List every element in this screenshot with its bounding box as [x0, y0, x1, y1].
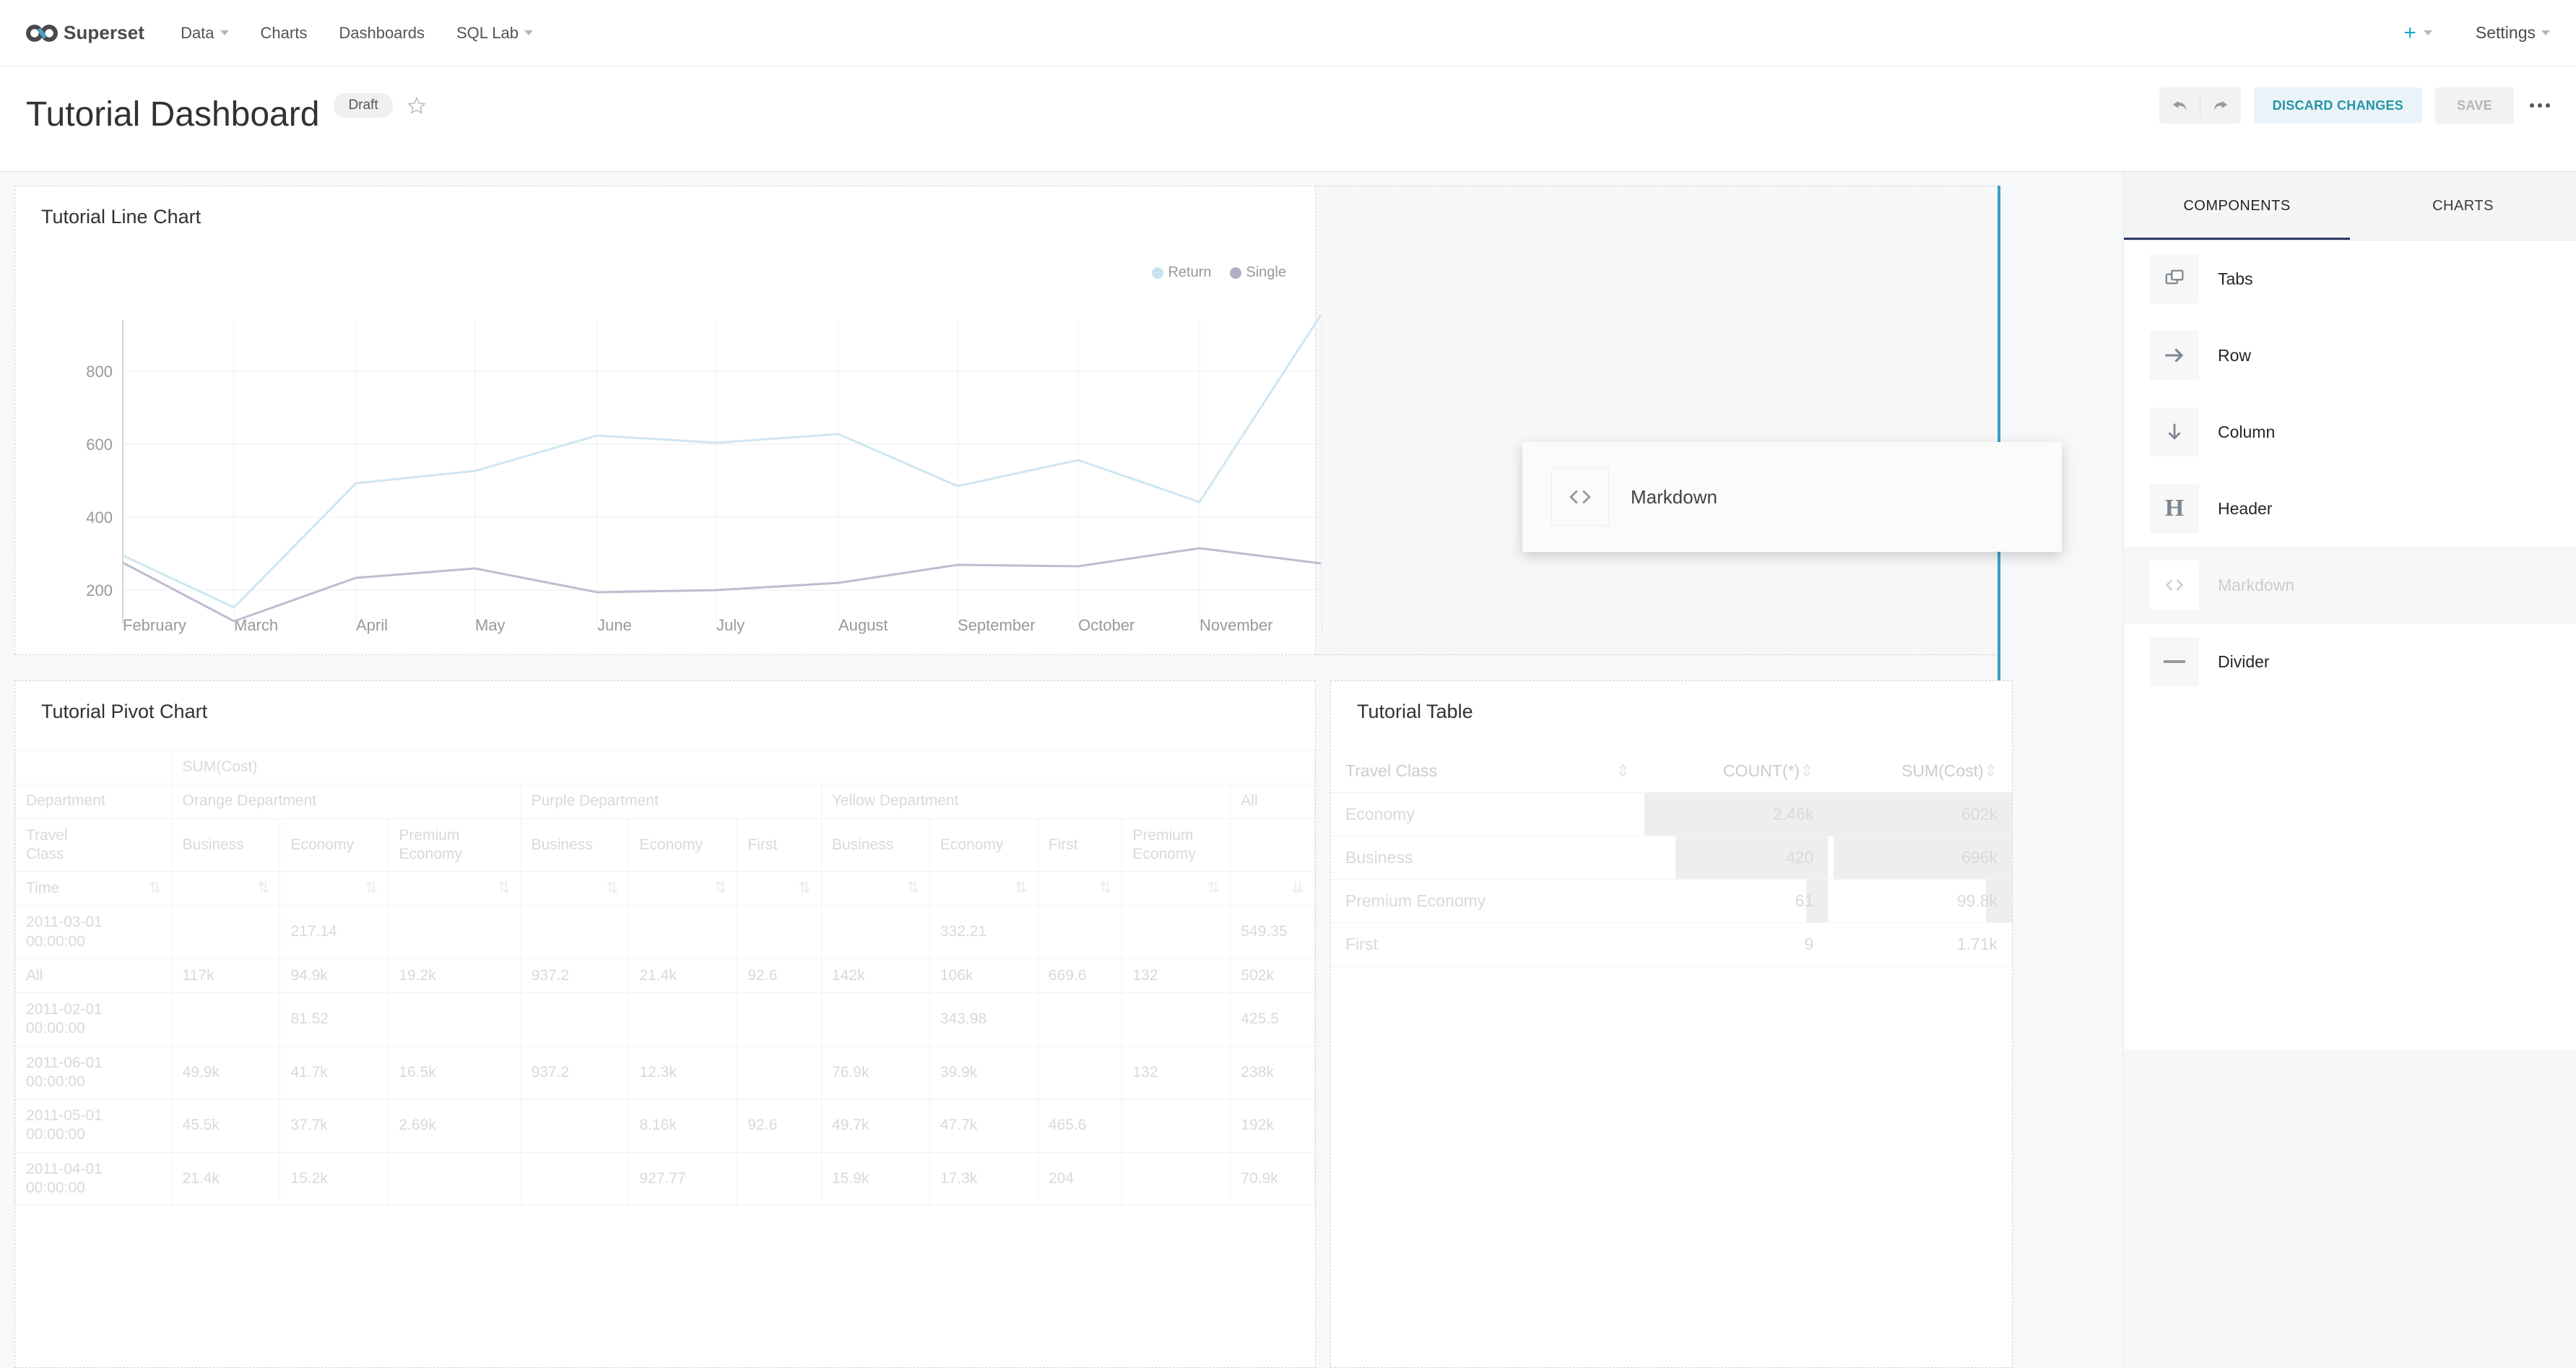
- svg-text:400: 400: [86, 508, 113, 527]
- svg-text:August: August: [838, 616, 888, 634]
- svg-text:April: April: [356, 616, 388, 634]
- svg-text:June: June: [597, 616, 632, 634]
- svg-text:October: October: [1078, 616, 1135, 634]
- svg-text:200: 200: [86, 581, 113, 599]
- svg-text:November: November: [1200, 616, 1272, 634]
- svg-text:600: 600: [86, 436, 113, 454]
- svg-text:September: September: [958, 616, 1036, 634]
- svg-text:February: February: [123, 616, 186, 634]
- svg-text:800: 800: [86, 363, 113, 381]
- svg-text:May: May: [475, 616, 506, 634]
- svg-text:July: July: [716, 616, 745, 634]
- svg-text:Dece: Dece: [1321, 616, 1322, 634]
